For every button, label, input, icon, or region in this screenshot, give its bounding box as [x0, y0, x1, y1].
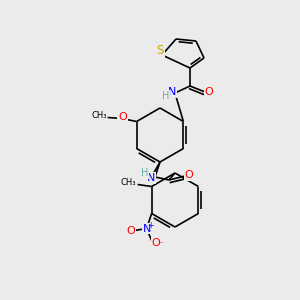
Text: N: N	[142, 224, 151, 233]
Text: H: H	[141, 168, 149, 178]
Text: O: O	[205, 87, 213, 97]
Text: S: S	[156, 44, 164, 58]
Text: CH₃: CH₃	[120, 178, 136, 187]
Text: +: +	[147, 221, 154, 230]
Text: CH₃: CH₃	[91, 111, 106, 120]
Text: O: O	[151, 238, 160, 248]
Text: N: N	[147, 173, 155, 183]
Text: N: N	[168, 87, 176, 97]
Text: H: H	[162, 91, 170, 101]
Text: O: O	[184, 170, 194, 180]
Text: O: O	[118, 112, 127, 122]
Text: ⁻: ⁻	[158, 240, 163, 249]
Text: O: O	[126, 226, 135, 236]
